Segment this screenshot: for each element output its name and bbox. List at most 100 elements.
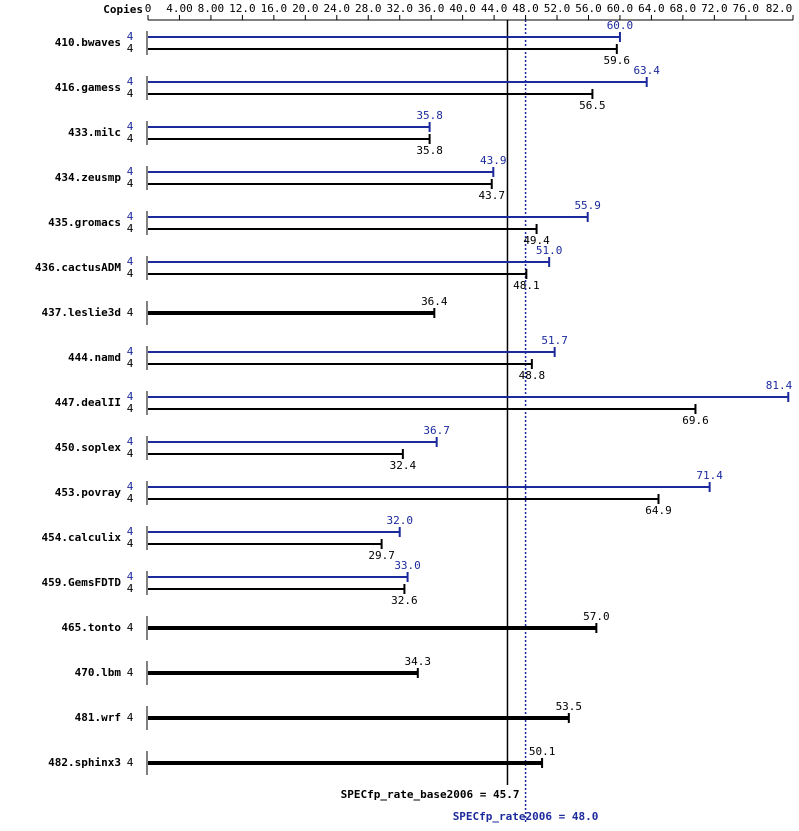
copies: 4 [127,711,134,724]
benchmark-name: 482.sphinx3 [48,756,121,769]
benchmark-name: 410.bwaves [55,36,121,49]
benchmark-name: 459.GemsFDTD [42,576,122,589]
copies: 4 [127,666,134,679]
x-tick-label: 48.0 [512,2,539,15]
value-label: 32.0 [386,514,413,527]
copies: 4 [127,525,134,538]
copies: 4 [127,582,134,595]
benchmark-name: 481.wrf [75,711,121,724]
x-tick-label: 0 [145,2,152,15]
x-tick-label: 28.0 [355,2,382,15]
value-label: 36.7 [423,424,450,437]
copies: 4 [127,492,134,505]
copies: 4 [127,447,134,460]
x-tick-label: 36.0 [418,2,445,15]
value-label: 53.5 [556,700,583,713]
reference-name: SPECfp_rate_base2006 = [341,788,487,801]
benchmark-name: 435.gromacs [48,216,121,229]
copies: 4 [127,120,134,133]
copies: 4 [127,210,134,223]
copies: 4 [127,480,134,493]
copies: 4 [127,267,134,280]
benchmark-name: 470.lbm [75,666,122,679]
benchmark-name: 436.cactusADM [35,261,121,274]
value-label: 36.4 [421,295,448,308]
copies: 4 [127,357,134,370]
copies: 4 [127,75,134,88]
benchmark-name: 433.milc [68,126,121,139]
reference-name: SPECfp_rate2006 = [453,810,566,823]
value-label: 71.4 [696,469,723,482]
copies: 4 [127,30,134,43]
copies: 4 [127,390,134,403]
value-label: 59.6 [604,54,631,67]
value-label: 57.0 [583,610,610,623]
value-label: 49.4 [523,234,550,247]
copies: 4 [127,621,134,634]
copies: 4 [127,537,134,550]
benchmark-name: 454.calculix [42,531,122,544]
x-tick-label: 32.0 [386,2,413,15]
value-label: 51.7 [541,334,568,347]
value-label: 48.1 [513,279,540,292]
copies: 4 [127,255,134,268]
value-label: 33.0 [394,559,421,572]
copies-header: Copies [103,3,143,16]
value-label: 51.0 [536,244,563,257]
value-label: 32.6 [391,594,418,607]
copies: 4 [127,570,134,583]
benchmark-name: 453.povray [55,486,122,499]
reference-value: 48.0 [572,810,599,823]
copies: 4 [127,402,134,415]
value-label: 29.7 [368,549,395,562]
copies: 4 [127,165,134,178]
value-label: 69.6 [682,414,709,427]
x-tick-label: 24.0 [324,2,351,15]
x-tick-label: 44.0 [481,2,508,15]
copies: 4 [127,756,134,769]
value-label: 64.9 [645,504,672,517]
x-tick-label: 82.0 [766,2,793,15]
value-label: 43.9 [480,154,507,167]
x-tick-label: 20.0 [292,2,319,15]
x-tick-label: 52.0 [544,2,571,15]
x-tick-label: 40.0 [449,2,476,15]
copies: 4 [127,42,134,55]
benchmark-name: 437.leslie3d [42,306,121,319]
value-label: 50.1 [529,745,556,758]
x-tick-label: 12.0 [229,2,256,15]
reference-label: SPECfp_rate2006 = 48.0 [453,810,599,823]
copies: 4 [127,306,134,319]
reference-value: 45.7 [493,788,520,801]
value-label: 35.8 [416,109,443,122]
value-label: 34.3 [405,655,432,668]
copies: 4 [127,435,134,448]
value-label: 55.9 [574,199,601,212]
benchmark-name: 416.gamess [55,81,121,94]
value-label: 56.5 [579,99,606,112]
value-label: 81.4 [766,379,793,392]
benchmark-name: 444.namd [68,351,121,364]
x-tick-label: 68.0 [670,2,697,15]
copies: 4 [127,222,134,235]
value-label: 63.4 [633,64,660,77]
benchmark-name: 450.soplex [55,441,122,454]
benchmark-name: 434.zeusmp [55,171,122,184]
x-tick-label: 72.0 [701,2,728,15]
value-label: 43.7 [478,189,505,202]
value-label: 48.8 [519,369,546,382]
reference-label: SPECfp_rate_base2006 = 45.7 [341,788,520,801]
x-tick-label: 16.0 [261,2,288,15]
benchmark-name: 465.tonto [61,621,121,634]
x-tick-label: 76.0 [733,2,760,15]
x-tick-label: 8.00 [198,2,225,15]
value-label: 32.4 [390,459,417,472]
copies: 4 [127,345,134,358]
value-label: 35.8 [416,144,443,157]
value-label: 60.0 [607,19,634,32]
x-tick-label: 56.0 [575,2,602,15]
x-tick-label: 64.0 [638,2,665,15]
x-tick-label: 4.00 [166,2,193,15]
